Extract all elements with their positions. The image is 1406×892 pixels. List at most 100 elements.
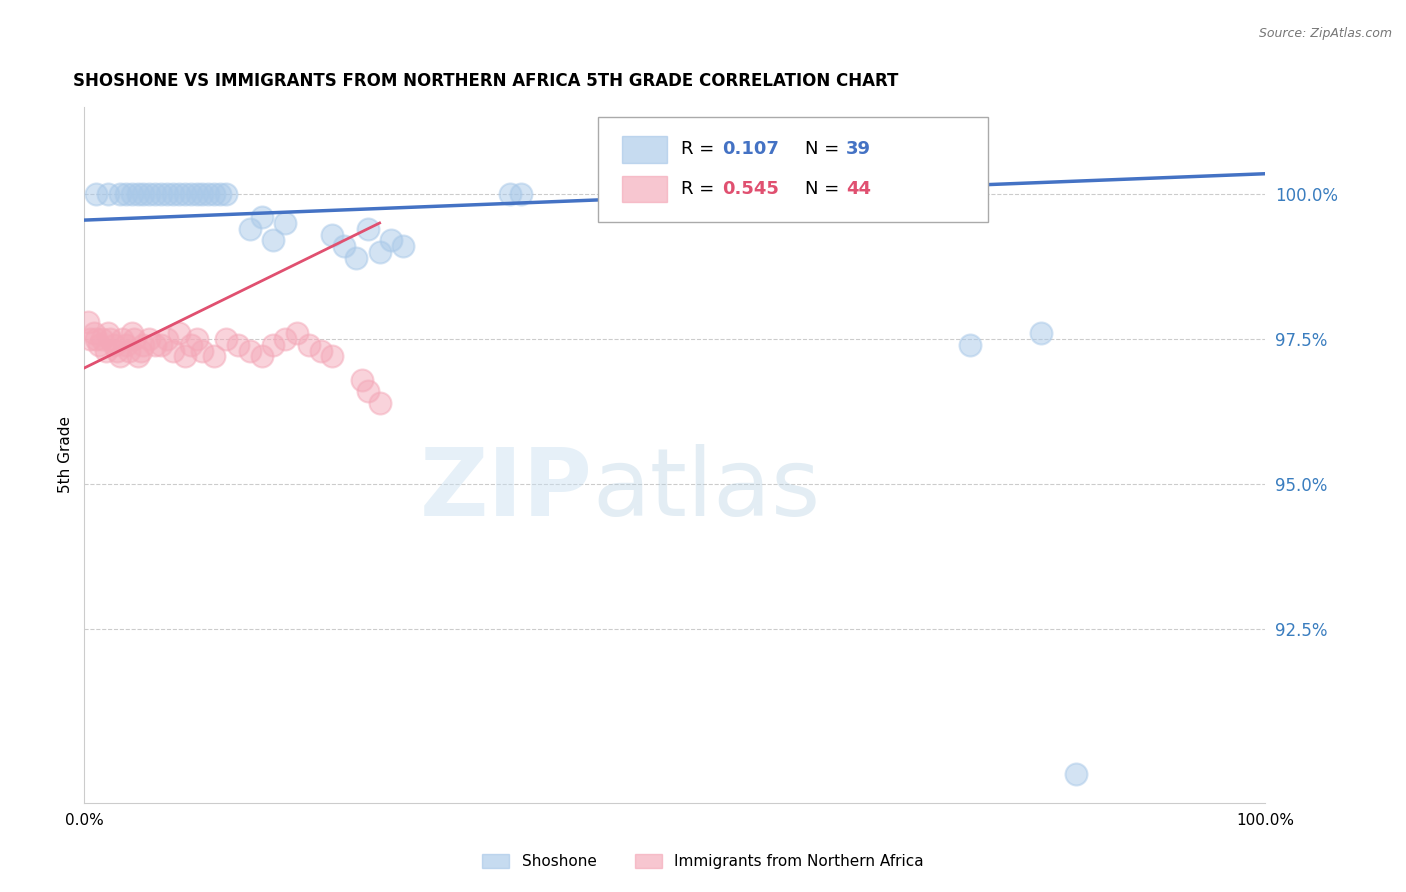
Point — [498, 187, 520, 202]
Text: N =: N = — [804, 180, 845, 198]
Point — [262, 338, 284, 352]
Point — [392, 239, 415, 253]
Text: 44: 44 — [846, 180, 872, 198]
Point — [250, 211, 273, 225]
Point — [202, 187, 225, 202]
Point — [186, 187, 208, 202]
Point — [114, 187, 136, 202]
Text: 0.107: 0.107 — [723, 140, 779, 159]
Point — [98, 332, 121, 346]
Point — [108, 187, 131, 202]
Point — [91, 332, 114, 346]
Point — [143, 338, 166, 352]
Point — [274, 332, 297, 346]
Point — [111, 332, 134, 346]
Point — [108, 350, 131, 364]
Point — [132, 187, 155, 202]
Point — [77, 315, 100, 329]
Point — [173, 187, 195, 202]
Text: R =: R = — [681, 180, 720, 198]
Point — [380, 234, 402, 248]
Point — [121, 326, 143, 341]
FancyBboxPatch shape — [621, 176, 666, 202]
Text: 39: 39 — [846, 140, 872, 159]
Point — [368, 396, 391, 410]
Point — [156, 332, 179, 346]
Point — [344, 251, 367, 265]
Point — [118, 343, 141, 358]
Point — [1029, 326, 1052, 341]
Point — [114, 338, 136, 352]
Text: N =: N = — [804, 140, 845, 159]
Point — [209, 187, 232, 202]
Point — [309, 343, 332, 358]
Point — [129, 343, 152, 358]
Point — [321, 227, 343, 242]
Point — [191, 187, 214, 202]
Point — [132, 338, 155, 352]
Point — [87, 338, 110, 352]
Point — [959, 338, 981, 352]
Point — [285, 326, 308, 341]
Point — [97, 326, 120, 341]
Point — [1066, 767, 1088, 781]
Point — [138, 187, 160, 202]
Point — [215, 332, 238, 346]
Point — [150, 338, 173, 352]
Legend: Shoshone, Immigrants from Northern Africa: Shoshone, Immigrants from Northern Afric… — [475, 847, 931, 875]
Text: atlas: atlas — [592, 443, 821, 536]
Point — [197, 187, 219, 202]
Y-axis label: 5th Grade: 5th Grade — [58, 417, 73, 493]
Point — [127, 350, 149, 364]
Point — [262, 234, 284, 248]
Point — [127, 187, 149, 202]
Point — [121, 187, 143, 202]
Point — [321, 350, 343, 364]
Point — [167, 326, 190, 341]
Point — [357, 384, 380, 399]
FancyBboxPatch shape — [598, 118, 988, 222]
Point — [664, 187, 686, 202]
Point — [103, 338, 125, 352]
Point — [150, 187, 173, 202]
Point — [167, 187, 190, 202]
Text: R =: R = — [681, 140, 720, 159]
Point — [368, 245, 391, 260]
Point — [180, 338, 202, 352]
Point — [202, 350, 225, 364]
Point — [510, 187, 533, 202]
Text: Source: ZipAtlas.com: Source: ZipAtlas.com — [1258, 27, 1392, 40]
Point — [239, 343, 262, 358]
Point — [94, 343, 117, 358]
Point — [84, 332, 107, 346]
Point — [226, 338, 249, 352]
Point — [107, 343, 129, 358]
Point — [83, 326, 105, 341]
Point — [162, 343, 184, 358]
Point — [191, 343, 214, 358]
Point — [162, 187, 184, 202]
Point — [652, 187, 675, 202]
Point — [215, 187, 238, 202]
Point — [143, 187, 166, 202]
Text: 0.545: 0.545 — [723, 180, 779, 198]
Text: SHOSHONE VS IMMIGRANTS FROM NORTHERN AFRICA 5TH GRADE CORRELATION CHART: SHOSHONE VS IMMIGRANTS FROM NORTHERN AFR… — [73, 72, 898, 90]
Text: ZIP: ZIP — [419, 443, 592, 536]
Point — [250, 350, 273, 364]
Point — [173, 350, 195, 364]
Point — [350, 373, 373, 387]
Point — [180, 187, 202, 202]
FancyBboxPatch shape — [621, 136, 666, 162]
Point — [122, 332, 145, 346]
Point — [79, 332, 101, 346]
Point — [84, 187, 107, 202]
Point — [186, 332, 208, 346]
Point — [138, 332, 160, 346]
Point — [357, 222, 380, 236]
Point — [156, 187, 179, 202]
Point — [333, 239, 356, 253]
Point — [298, 338, 321, 352]
Point — [274, 216, 297, 230]
Point — [239, 222, 262, 236]
Point — [97, 187, 120, 202]
